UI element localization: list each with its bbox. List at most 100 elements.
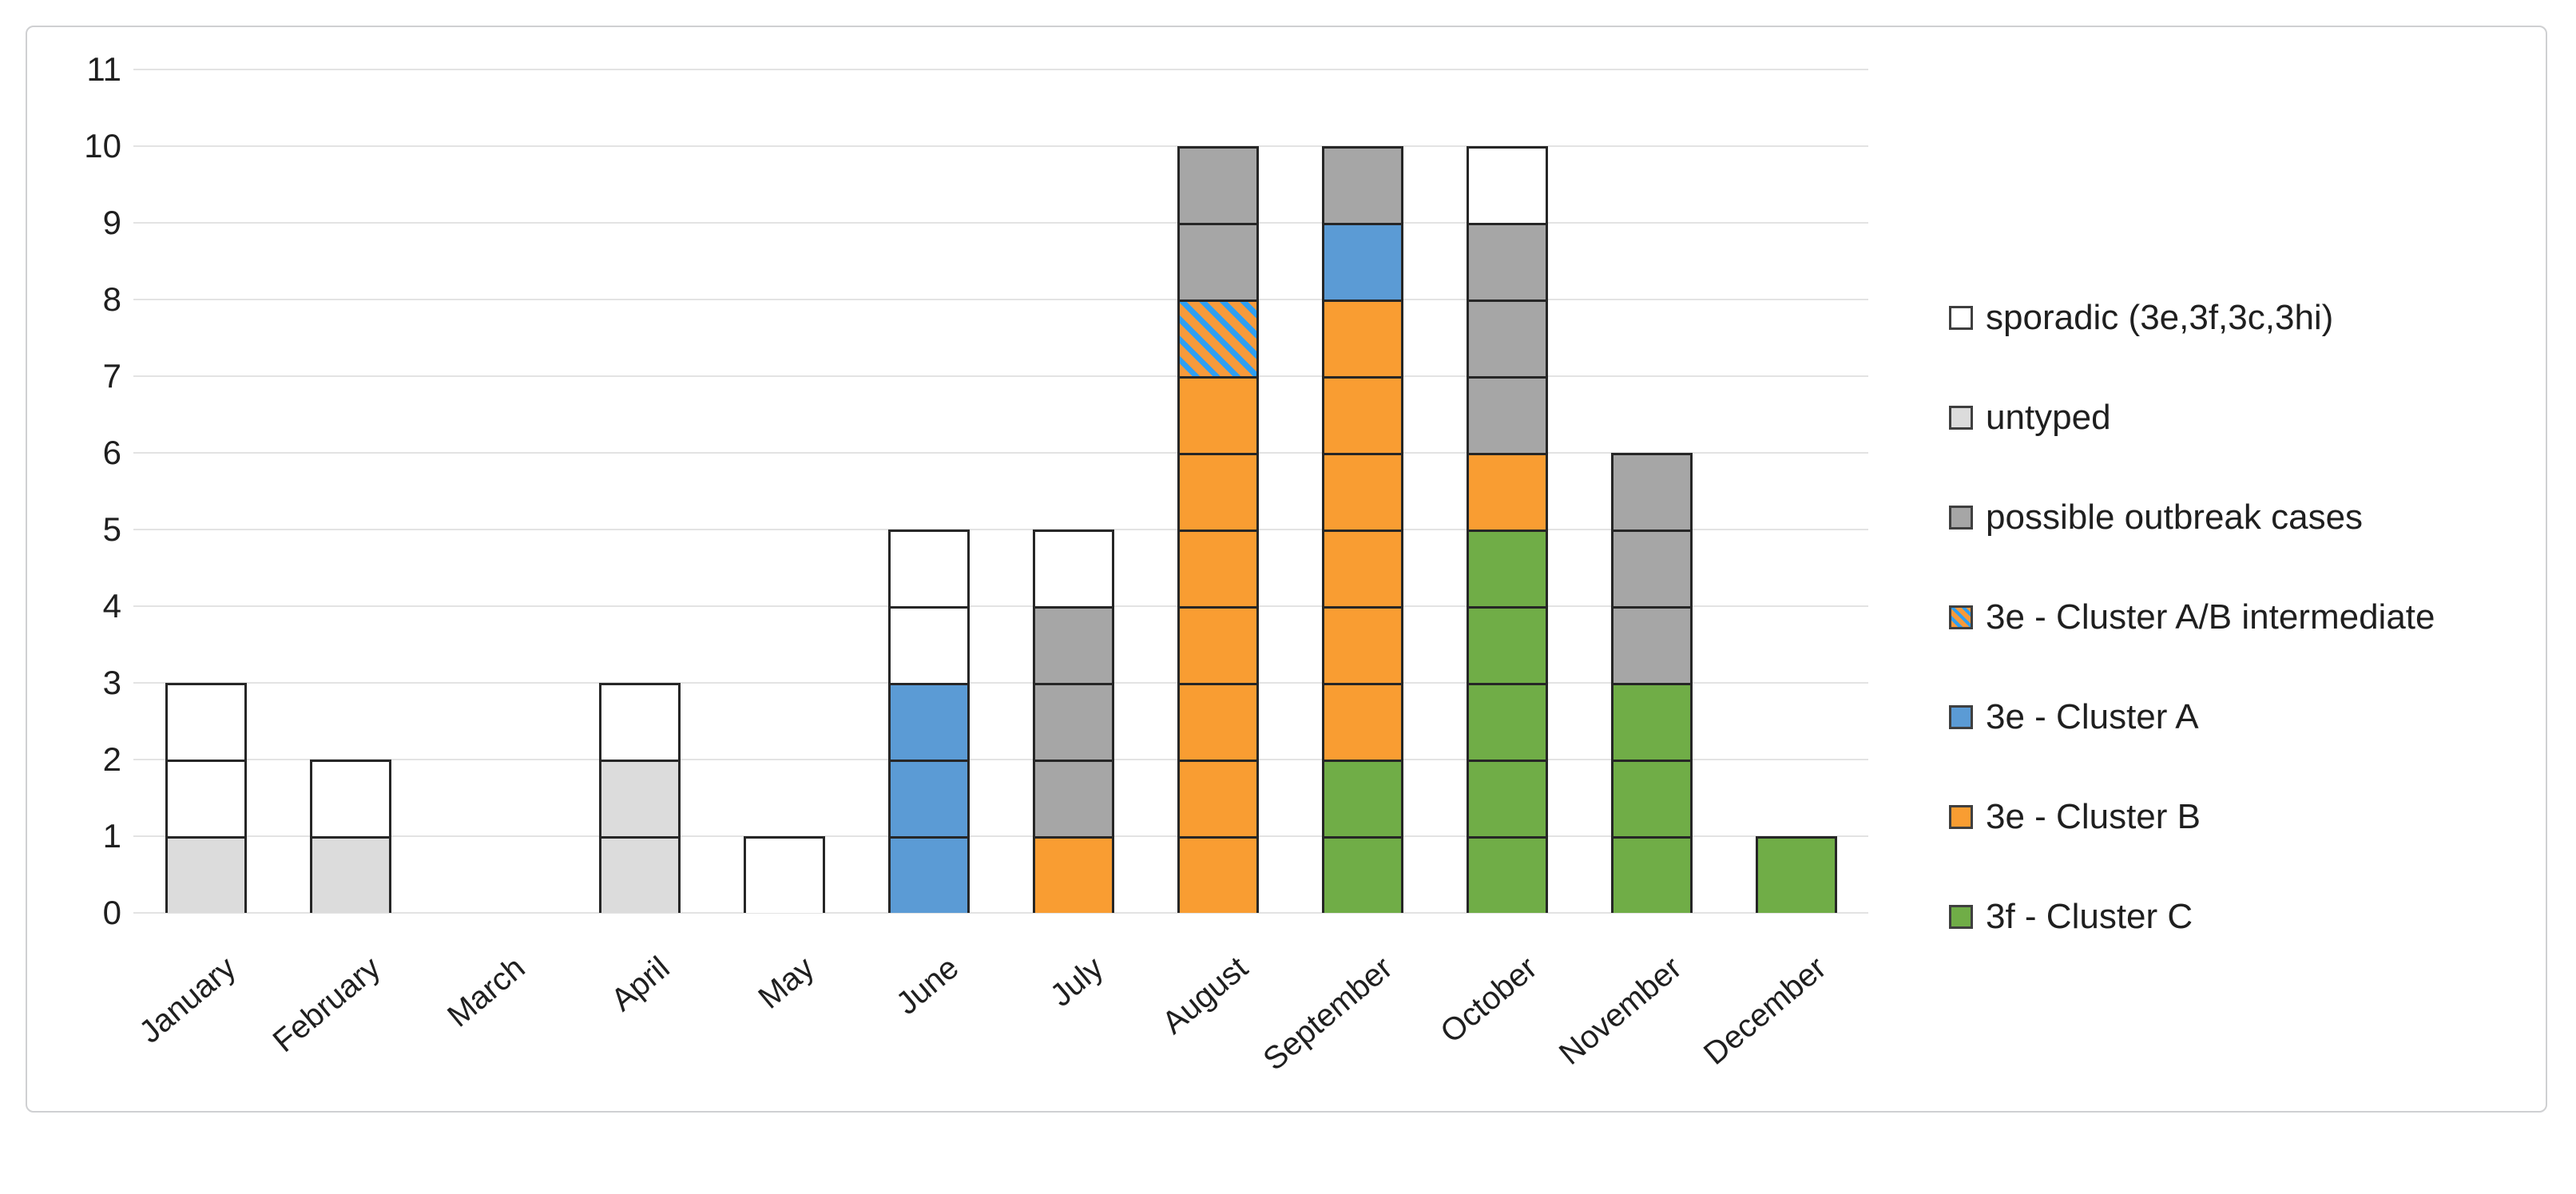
y-tick-label-9: 9 [102, 204, 121, 241]
y-tick-label-6: 6 [102, 434, 121, 471]
gridline-9 [133, 222, 1868, 224]
bar-segment-august-clusterB-7 [1177, 376, 1259, 453]
bar-segment-october-sporadic-10 [1467, 146, 1548, 223]
legend-item-clusterC: 3f - Cluster C [1949, 895, 2193, 938]
bar-segment-november-outbreak-5 [1611, 530, 1693, 606]
bar-segment-april-untyped-2 [599, 760, 681, 836]
plot-area: 0 1 2 3 4 5 6 7 8 9 10 11 January February March April M… [27, 27, 2546, 1111]
legend-swatch-clusterB [1949, 805, 1973, 829]
bar-segment-september-clusterC-2 [1322, 760, 1403, 836]
legend-label-intermediate: 3e - Cluster A/B intermediate [1986, 597, 2435, 637]
legend-swatch-intermediate [1949, 605, 1973, 629]
bar-segment-august-outbreak-9 [1177, 223, 1259, 299]
y-tick-label-7: 7 [102, 357, 121, 395]
legend-item-sporadic: sporadic (3e,3f,3c,3hi) [1949, 296, 2333, 339]
legend-label-clusterA: 3e - Cluster A [1986, 697, 2199, 736]
bar-segment-september-clusterB-5 [1322, 530, 1403, 606]
bar-segment-august-clusterB-5 [1177, 530, 1259, 606]
bar-segment-july-outbreak-4 [1033, 606, 1114, 683]
legend-item-untyped: untyped [1949, 396, 2111, 439]
bar-segment-april-untyped-1 [599, 836, 681, 913]
bar-segment-july-clusterB-1 [1033, 836, 1114, 913]
bar-segment-november-clusterC-2 [1611, 760, 1693, 836]
bar-segment-october-clusterB-6 [1467, 453, 1548, 530]
bar-segment-august-clusterB-2 [1177, 760, 1259, 836]
bar-segment-june-clusterA-2 [888, 760, 970, 836]
bar-segment-october-clusterC-4 [1467, 606, 1548, 683]
gridline-8 [133, 299, 1868, 300]
y-tick-label-2: 2 [102, 740, 121, 778]
bar-segment-december-clusterC-1 [1756, 836, 1837, 913]
bar-segment-september-clusterA-9 [1322, 223, 1403, 299]
bar-segment-july-outbreak-3 [1033, 683, 1114, 760]
gridline-1 [133, 835, 1868, 837]
legend-label-clusterB: 3e - Cluster B [1986, 797, 2201, 836]
legend-item-intermediate: 3e - Cluster A/B intermediate [1949, 596, 2435, 639]
bar-segment-january-sporadic-2 [165, 760, 247, 836]
legend-swatch-sporadic [1949, 306, 1973, 330]
bar-segment-november-clusterC-1 [1611, 836, 1693, 913]
legend-swatch-untyped [1949, 406, 1973, 430]
bar-segment-september-clusterB-4 [1322, 606, 1403, 683]
gridline-0 [133, 912, 1868, 914]
gridline-4 [133, 605, 1868, 607]
legend-item-clusterB: 3e - Cluster B [1949, 795, 2201, 839]
legend-label-sporadic: sporadic (3e,3f,3c,3hi) [1986, 298, 2334, 337]
legend-label-outbreak: possible outbreak cases [1986, 498, 2364, 537]
bar-segment-august-intermediate-8 [1177, 299, 1259, 376]
bar-segment-october-clusterC-5 [1467, 530, 1548, 606]
bar-segment-october-outbreak-8 [1467, 299, 1548, 376]
bar-segment-november-clusterC-3 [1611, 683, 1693, 760]
bar-segment-september-clusterB-7 [1322, 376, 1403, 453]
bar-segment-may-sporadic-1 [744, 836, 825, 913]
gridline-5 [133, 529, 1868, 530]
y-tick-label-8: 8 [102, 280, 121, 318]
gridline-6 [133, 452, 1868, 454]
gridline-2 [133, 759, 1868, 760]
y-tick-label-10: 10 [84, 127, 121, 165]
bar-segment-july-sporadic-5 [1033, 530, 1114, 606]
legend-swatch-clusterC [1949, 905, 1973, 929]
bar-segment-august-clusterB-1 [1177, 836, 1259, 913]
bar-segment-june-sporadic-4 [888, 606, 970, 683]
bar-segment-october-outbreak-7 [1467, 376, 1548, 453]
bar-segment-january-sporadic-3 [165, 683, 247, 760]
y-tick-label-3: 3 [102, 664, 121, 701]
legend-swatch-outbreak [1949, 506, 1973, 530]
y-tick-label-4: 4 [102, 587, 121, 625]
gridline-3 [133, 682, 1868, 684]
bar-segment-november-outbreak-4 [1611, 606, 1693, 683]
bar-segment-july-outbreak-2 [1033, 760, 1114, 836]
bar-segment-september-clusterB-6 [1322, 453, 1403, 530]
bar-segment-february-untyped-1 [310, 836, 391, 913]
bar-segment-february-sporadic-2 [310, 760, 391, 836]
legend-label-clusterC: 3f - Cluster C [1986, 897, 2193, 936]
gridline-7 [133, 375, 1868, 377]
legend: sporadic (3e,3f,3c,3hi) untyped possible… [27, 27, 2546, 1111]
bar-segment-june-sporadic-5 [888, 530, 970, 606]
gridline-11 [133, 69, 1868, 70]
bar-segment-november-outbreak-6 [1611, 453, 1693, 530]
legend-swatch-clusterA [1949, 705, 1973, 729]
bar-segment-august-clusterB-6 [1177, 453, 1259, 530]
bar-segment-september-outbreak-10 [1322, 146, 1403, 223]
y-tick-label-1: 1 [102, 817, 121, 855]
y-tick-label-5: 5 [102, 510, 121, 548]
bar-segment-june-clusterA-1 [888, 836, 970, 913]
bar-segment-august-clusterB-3 [1177, 683, 1259, 760]
bar-segment-october-clusterC-1 [1467, 836, 1548, 913]
legend-item-clusterA: 3e - Cluster A [1949, 696, 2199, 739]
bar-segment-april-sporadic-3 [599, 683, 681, 760]
bar-segment-june-clusterA-3 [888, 683, 970, 760]
bar-segment-august-clusterB-4 [1177, 606, 1259, 683]
bar-segment-september-clusterB-3 [1322, 683, 1403, 760]
bar-segment-january-untyped-1 [165, 836, 247, 913]
bar-segment-september-clusterB-8 [1322, 299, 1403, 376]
y-tick-label-11: 11 [86, 50, 121, 88]
y-tick-label-0: 0 [102, 894, 121, 931]
chart-figure: 0 1 2 3 4 5 6 7 8 9 10 11 January February March April M… [26, 26, 2547, 1113]
bar-segment-october-clusterC-3 [1467, 683, 1548, 760]
legend-item-outbreak: possible outbreak cases [1949, 496, 2363, 539]
bar-segment-october-clusterC-2 [1467, 760, 1548, 836]
gridline-10 [133, 145, 1868, 147]
